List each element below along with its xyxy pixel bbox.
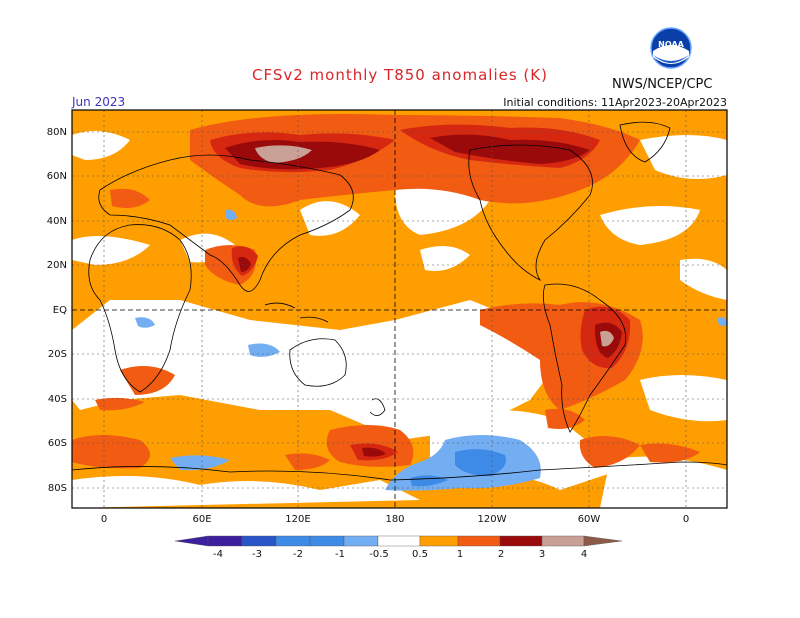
colorbar-ticks: -4 -3 -2 -1 -0.5 0.5 1 2 3 4 <box>213 549 587 560</box>
coastlines <box>72 121 727 481</box>
longitude-labels: 0 60E 120E 180 120W 60W 0 <box>101 514 689 525</box>
colorbar-tick: -0.5 <box>369 549 389 560</box>
colorbar-tick: 2 <box>498 549 504 560</box>
warm-4-plus-regions <box>255 145 614 347</box>
lon-label: 180 <box>385 514 404 525</box>
lat-label: 20N <box>47 260 67 271</box>
colorbar-seg <box>541 535 585 547</box>
initial-conditions: Initial conditions: 11Apr2023-20Apr2023 <box>503 96 727 109</box>
colorbar-seg <box>309 535 345 547</box>
colorbar-tick: 4 <box>581 549 587 560</box>
colorbar-seg <box>419 535 459 547</box>
colorbar-tick: 3 <box>539 549 545 560</box>
graticule <box>72 110 727 508</box>
colorbar-tick: 0.5 <box>412 549 428 560</box>
lat-label: EQ <box>53 305 67 316</box>
equator-dateline <box>72 110 727 508</box>
map-frame <box>71 109 728 509</box>
noaa-logo-text: NOAA <box>658 40 684 49</box>
colorbar-seg <box>275 535 311 547</box>
colorbar-seg <box>207 535 243 547</box>
lat-label: 80N <box>47 127 67 138</box>
colorbar: -4 -3 -2 -1 -0.5 0.5 1 2 3 4 <box>174 535 623 560</box>
page-title: CFSv2 monthly T850 anomalies (K) <box>252 66 548 84</box>
anomaly-field <box>72 110 727 508</box>
colorbar-seg <box>457 535 501 547</box>
lon-label: 0 <box>683 514 689 525</box>
colorbar-seg <box>583 535 623 547</box>
agency-label: NWS/NCEP/CPC <box>612 77 713 92</box>
colorbar-tick: -3 <box>252 549 262 560</box>
lat-label: 20S <box>48 349 67 360</box>
colorbar-seg <box>241 535 277 547</box>
lon-label: 60E <box>192 514 211 525</box>
lat-label: 60S <box>48 438 67 449</box>
colorbar-seg <box>174 535 209 547</box>
lat-label: 40S <box>48 394 67 405</box>
colorbar-seg <box>499 535 543 547</box>
colorbar-tick: -4 <box>213 549 223 560</box>
colorbar-tick: -2 <box>293 549 303 560</box>
colorbar-tick: -1 <box>335 549 345 560</box>
lat-label: 60N <box>47 171 67 182</box>
lon-label: 120W <box>478 514 507 525</box>
lat-label: 80S <box>48 483 67 494</box>
lon-label: 0 <box>101 514 107 525</box>
forecast-month: Jun 2023 <box>72 95 126 109</box>
lon-label: 120E <box>285 514 310 525</box>
colorbar-seg <box>377 535 421 547</box>
colorbar-tick: 1 <box>457 549 463 560</box>
noaa-logo: NOAA <box>650 27 692 69</box>
neutral-regions <box>72 131 727 508</box>
lat-label: 40N <box>47 216 67 227</box>
colorbar-seg <box>343 535 379 547</box>
lon-label: 60W <box>578 514 601 525</box>
latitude-labels: 80N 60N 40N 20N EQ 20S 40S 60S 80S <box>47 127 67 494</box>
